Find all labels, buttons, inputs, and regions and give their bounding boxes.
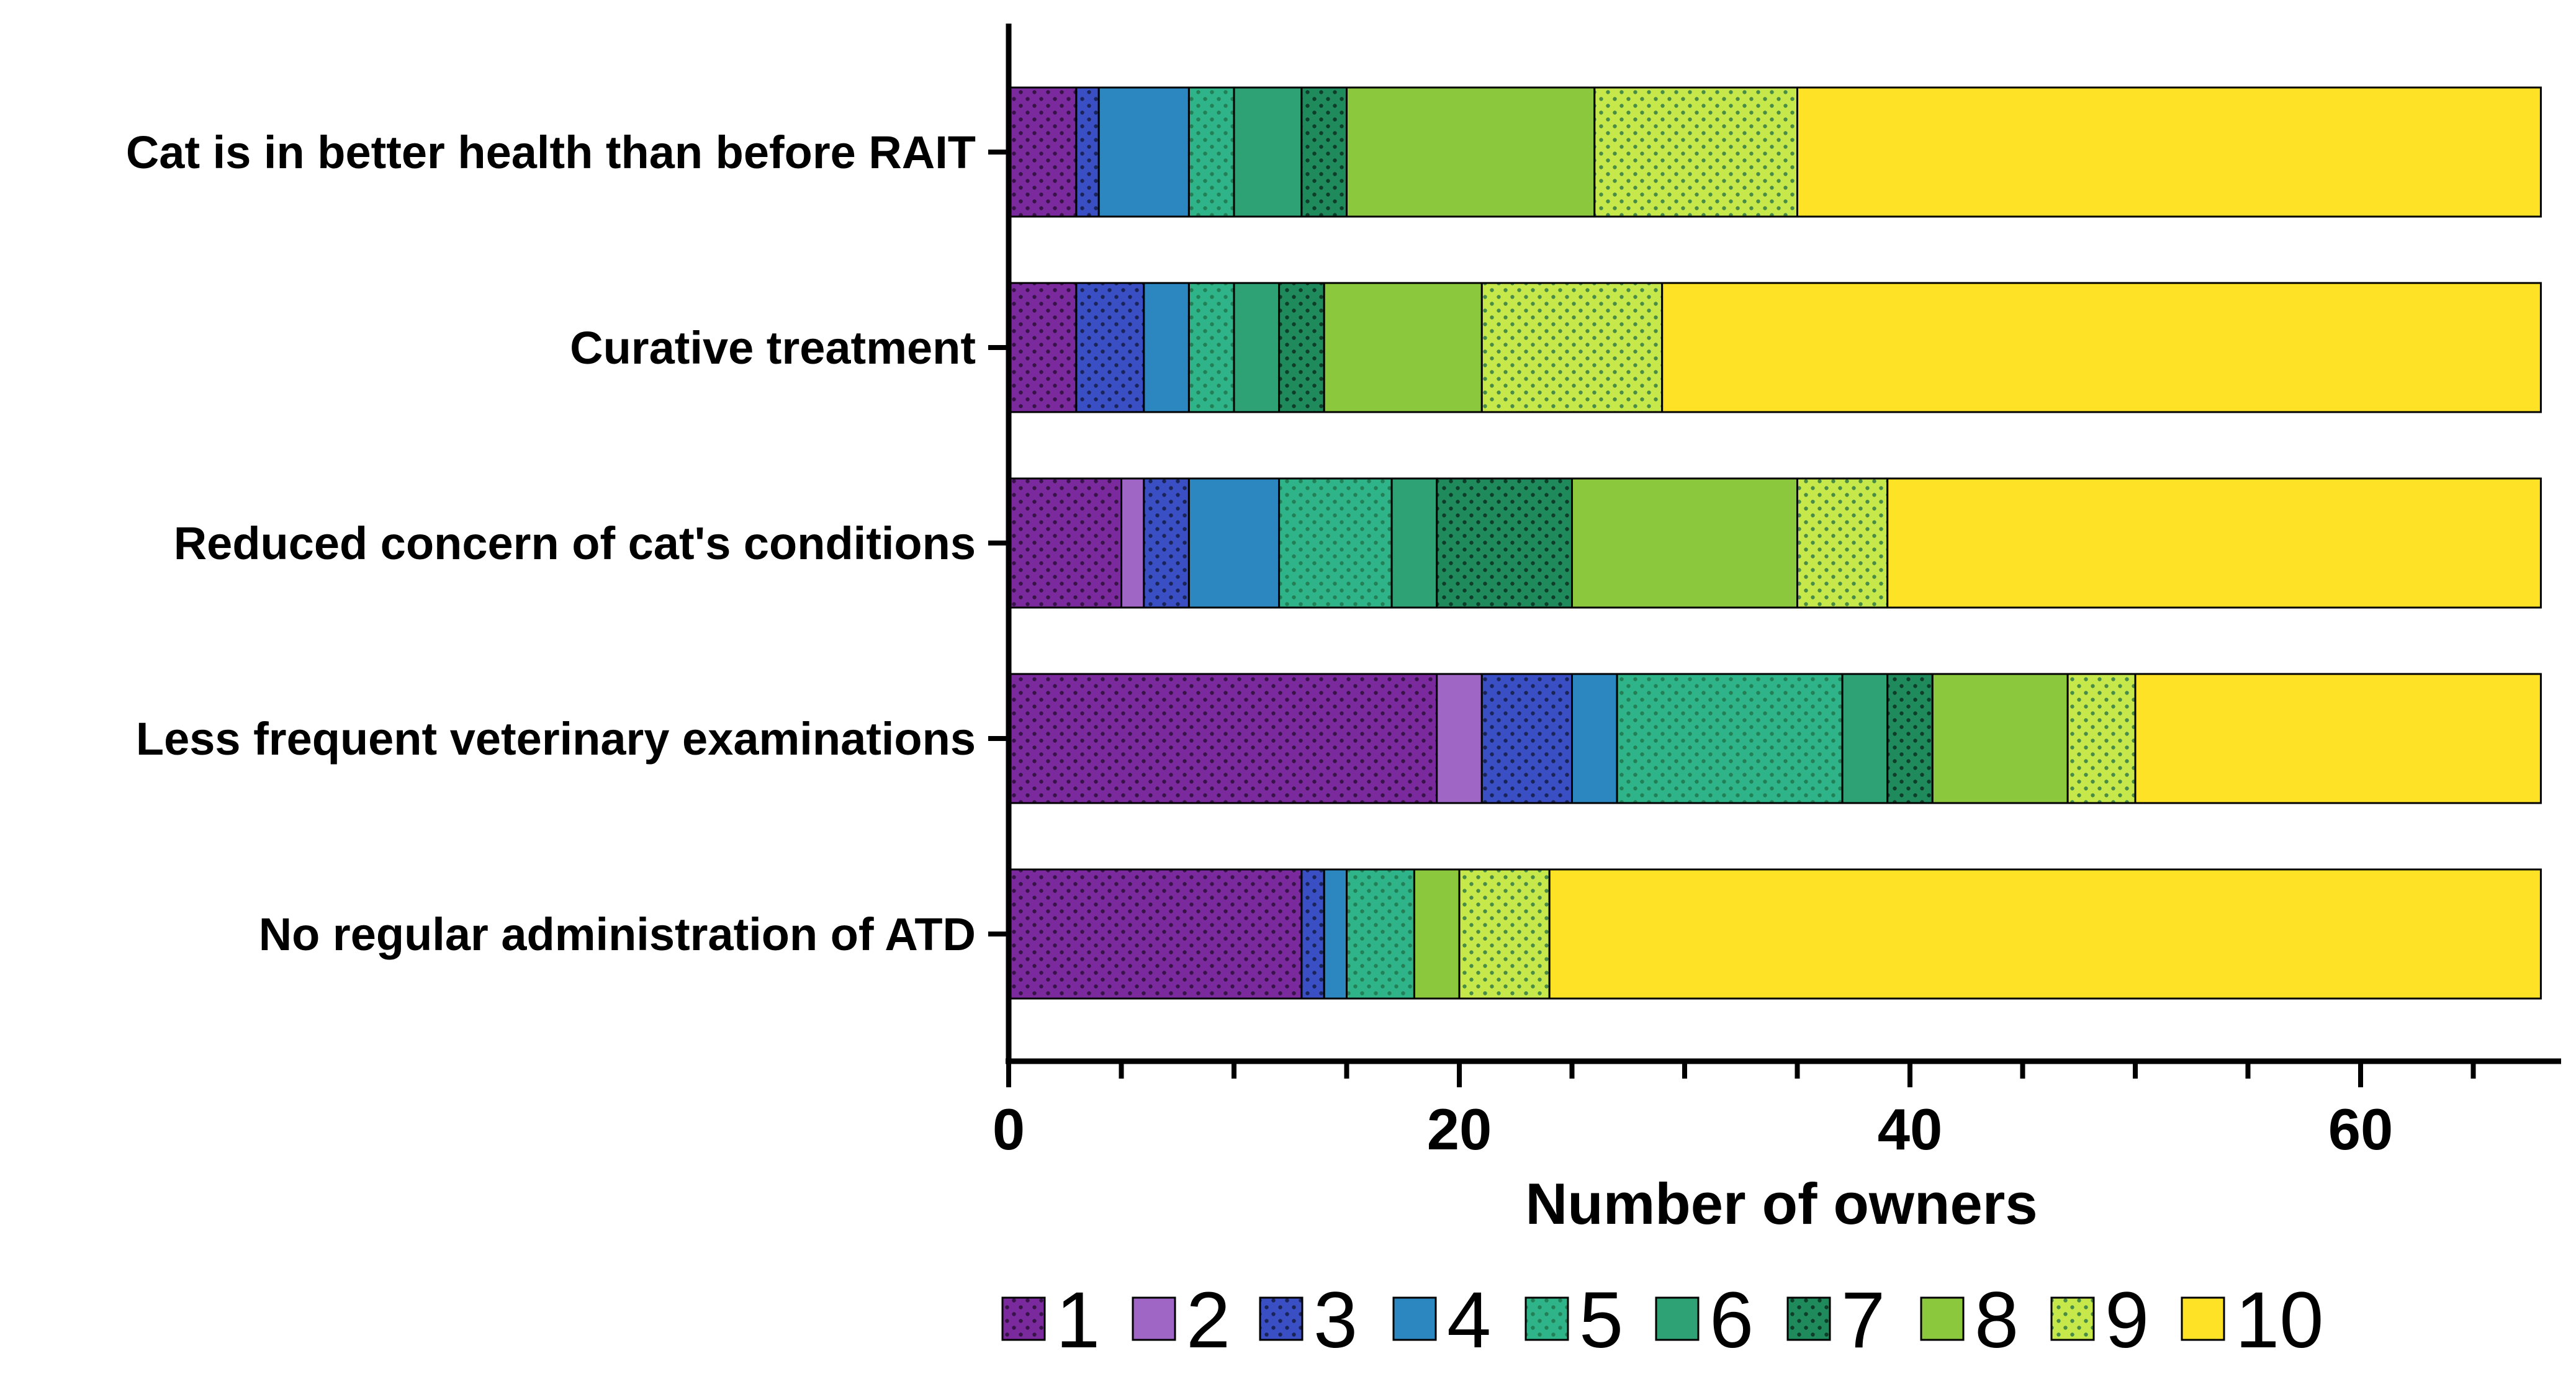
x-axis-title: Number of owners (1525, 1171, 2037, 1236)
legend-swatch-9 (2050, 1296, 2095, 1341)
bar-segment-3-rating-6 (1390, 477, 1438, 609)
legend-label-5: 5 (1579, 1276, 1623, 1365)
bar-segment-1-rating-3 (1075, 86, 1100, 218)
bar-segment-1-rating-4 (1097, 86, 1190, 218)
category-label: Curative treatment (570, 322, 976, 374)
bar-segment-2-rating-6 (1233, 282, 1281, 413)
legend-label-1: 1 (1056, 1276, 1100, 1365)
bar-segment-2-rating-5 (1187, 282, 1235, 413)
bars-layer (1007, 86, 2542, 1000)
category-label: Cat is in better health than before RAIT (126, 127, 976, 178)
bar-segment-2-rating-4 (1143, 282, 1190, 413)
bar-segment-4-rating-9 (2066, 673, 2137, 804)
legend-label-6: 6 (1709, 1276, 1754, 1365)
bar-segment-4-rating-6 (1841, 673, 1889, 804)
category-label: No regular administration of ATD (259, 909, 976, 960)
bar-segment-3-rating-4 (1187, 477, 1281, 609)
category-label: Less frequent veterinary examinations (136, 713, 976, 765)
legend-label-7: 7 (1841, 1276, 1885, 1365)
legend-swatch-4 (1392, 1296, 1437, 1341)
bar-segment-2-rating-10 (1661, 282, 2542, 413)
bar-segment-5-rating-1 (1007, 868, 1303, 1000)
bar-segment-4-rating-8 (1931, 673, 2069, 804)
legend-swatch-1 (1001, 1296, 1046, 1341)
legend-swatch-6 (1655, 1296, 1700, 1341)
bar-segment-4-rating-10 (2134, 673, 2542, 804)
bar-segment-4-rating-1 (1007, 673, 1438, 804)
bar-segment-1-rating-5 (1187, 86, 1235, 218)
legend-swatch-8 (1920, 1296, 1965, 1341)
bar-segment-2-rating-9 (1480, 282, 1664, 413)
x-tick-label: 20 (1427, 1097, 1492, 1162)
bar-segment-2-rating-7 (1278, 282, 1325, 413)
legend-label-9: 9 (2105, 1276, 2149, 1365)
legend-swatch-7 (1786, 1296, 1831, 1341)
legend-swatch-5 (1524, 1296, 1569, 1341)
bar-segment-1-rating-9 (1593, 86, 1799, 218)
bar-segment-5-rating-9 (1458, 868, 1551, 1000)
x-tick-label: 60 (2328, 1097, 2394, 1162)
bar-segment-4-rating-2 (1436, 673, 1483, 804)
legend-swatch-3 (1259, 1296, 1304, 1341)
bar-segment-5-rating-10 (1548, 868, 2542, 1000)
bar-segment-2-rating-1 (1007, 282, 1078, 413)
bar-segment-1-rating-1 (1007, 86, 1078, 218)
bar-segment-1-rating-7 (1300, 86, 1348, 218)
bar-segment-1-rating-6 (1233, 86, 1303, 218)
bar-segment-2-rating-3 (1075, 282, 1145, 413)
bar-segment-2-rating-8 (1323, 282, 1483, 413)
bar-segment-5-rating-5 (1346, 868, 1415, 1000)
x-tick-label: 40 (1878, 1097, 1943, 1162)
legend-label-2: 2 (1186, 1276, 1230, 1365)
bar-segment-3-rating-5 (1278, 477, 1393, 609)
bar-segment-4-rating-7 (1886, 673, 1934, 804)
bar-segment-1-rating-8 (1346, 86, 1596, 218)
labels-layer: Cat is in better health than before RAIT… (126, 127, 2476, 1162)
bar-segment-3-rating-9 (1796, 477, 1889, 609)
legend-swatch-10 (2181, 1296, 2225, 1341)
bar-segment-1-rating-10 (1796, 86, 2542, 218)
bar-segment-3-rating-10 (1886, 477, 2542, 609)
bar-segment-5-rating-3 (1300, 868, 1325, 1000)
bar-segment-4-rating-5 (1616, 673, 1844, 804)
bar-segment-3-rating-1 (1007, 477, 1122, 609)
legend-label-8: 8 (1975, 1276, 2019, 1365)
bar-segment-3-rating-7 (1436, 477, 1573, 609)
bar-segment-5-rating-4 (1323, 868, 1348, 1000)
legend-label-10: 10 (2235, 1276, 2323, 1365)
legend-swatch-2 (1132, 1296, 1176, 1341)
bar-segment-3-rating-3 (1143, 477, 1190, 609)
legend-label-3: 3 (1313, 1276, 1358, 1365)
category-label: Reduced concern of cat's conditions (174, 518, 976, 569)
legend: 1 2 3 4 5 6 7 8 9 10 (1001, 1276, 2323, 1365)
bar-segment-3-rating-8 (1571, 477, 1798, 609)
bar-segment-4-rating-4 (1571, 673, 1618, 804)
bar-segment-4-rating-3 (1480, 673, 1574, 804)
bar-segment-5-rating-8 (1413, 868, 1461, 1000)
bar-segment-3-rating-2 (1120, 477, 1145, 609)
x-tick-label: 0 (993, 1097, 1025, 1162)
legend-label-4: 4 (1447, 1276, 1491, 1365)
